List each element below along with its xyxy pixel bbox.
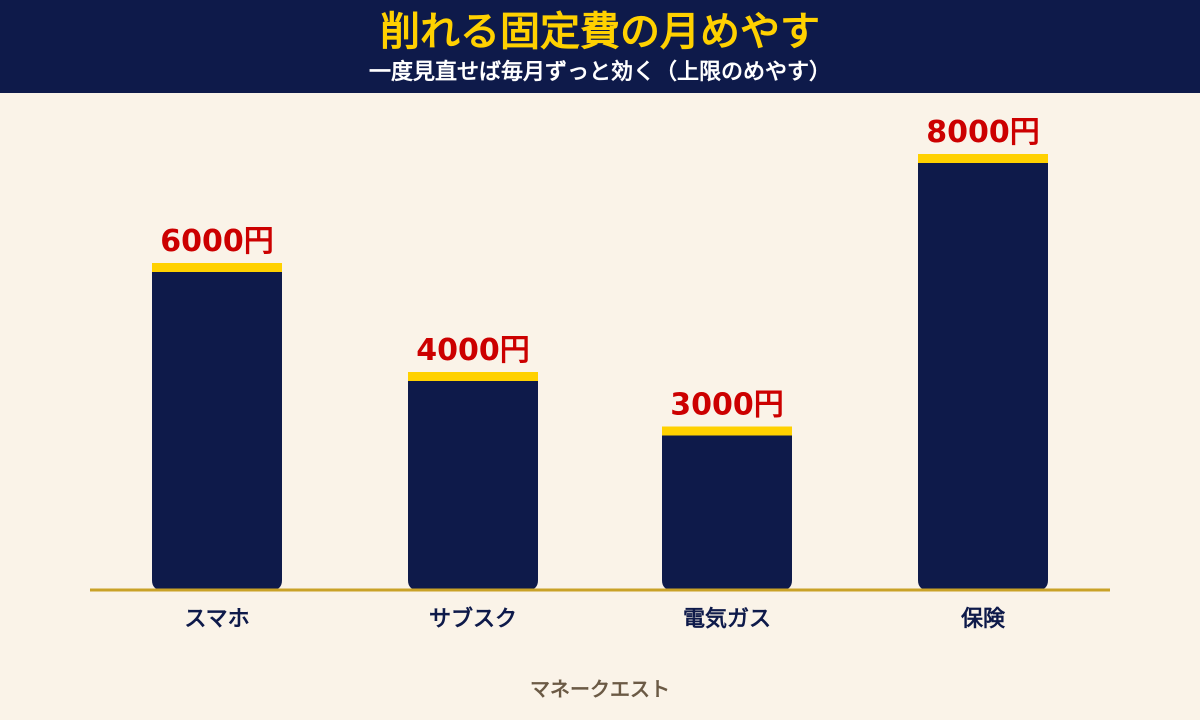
header-banner: 削れる固定費の月めやす 一度見直せば毎月ずっと効く（上限のめやす）: [0, 0, 1200, 93]
category-label: スマホ: [184, 607, 249, 632]
category-label: 電気ガス: [683, 606, 771, 632]
data-label: 3000円: [670, 388, 784, 423]
category-label: サブスク: [429, 606, 517, 632]
bar-cap: [152, 263, 282, 272]
bar-cap: [918, 154, 1048, 163]
bar: [662, 426, 792, 590]
bar-cap: [662, 426, 792, 436]
bar: [408, 372, 538, 590]
bar: [918, 154, 1048, 590]
category-label: 保険: [960, 607, 1006, 632]
data-label: 4000円: [416, 333, 530, 368]
bar-cap: [408, 372, 538, 381]
source-credit: マネークエスト: [530, 677, 670, 701]
chart-subtitle: 一度見直せば毎月ずっと効く（上限のめやす）: [368, 60, 831, 85]
chart-title: 削れる固定費の月めやす: [380, 9, 820, 55]
data-label: 8000円: [926, 115, 1040, 150]
data-label: 6000円: [160, 224, 274, 259]
bar: [152, 263, 282, 590]
